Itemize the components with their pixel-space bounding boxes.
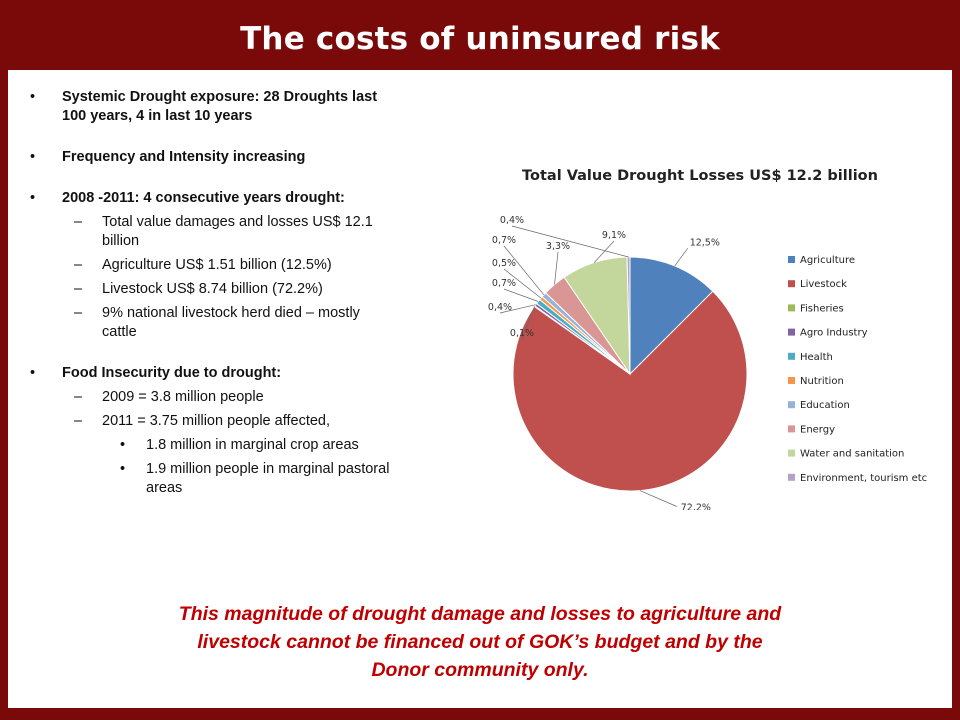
leader-line-agriculture — [674, 248, 688, 267]
chart-legend: Agriculture Livestock Fisheries Agro Indust… — [788, 255, 927, 484]
bullet-exposure-line2: 100 years, 4 in last 10 years — [62, 108, 253, 124]
legend-swatch-health — [788, 352, 795, 360]
subbullet-total: Total value damages and losses US$ 12.1 … — [30, 213, 470, 251]
subsubbullet-pastoral: 1.9 million people in marginal pastoral … — [30, 460, 470, 498]
subbullet-2011: 2011 = 3.75 million people affected, — [30, 412, 470, 431]
pie-slice-livestock — [512, 290, 748, 492]
title-bar: The costs of uninsured risk — [8, 8, 952, 70]
leader-line-energy — [554, 251, 559, 285]
page-title: The costs of uninsured risk — [240, 21, 720, 57]
footer-statement: This magnitude of drought damage and los… — [40, 600, 920, 684]
pie-slices — [512, 256, 748, 492]
legend-swatch-nutrition — [788, 377, 795, 384]
subbullet-livestock: Livestock US$ 8.74 billion (72.2%) — [30, 280, 470, 299]
data-label-education: 0,7% — [492, 235, 516, 246]
legend-item-energy: Energy — [800, 424, 835, 435]
footer-line1: This magnitude of drought damage and los… — [178, 603, 782, 625]
pie-leader-lines — [499, 225, 688, 507]
legend-swatch-livestock — [788, 280, 795, 288]
subbullet-2009: 2009 = 3.8 million people — [30, 388, 470, 407]
legend-item-nutrition: Nutrition — [800, 376, 844, 387]
legend-swatch-environment-tourism-etc — [788, 473, 795, 481]
legend-swatch-energy — [788, 425, 795, 433]
data-label-environment-tourism-etc: 0,4% — [500, 215, 524, 226]
legend-swatch-education — [788, 401, 795, 409]
leader-line-environment-tourism-etc — [511, 225, 629, 258]
leader-line-education — [503, 245, 545, 296]
bullet-exposure-line1: Systemic Drought exposure: 28 Droughts l… — [62, 89, 378, 105]
data-label-agriculture: 12,5% — [690, 237, 720, 248]
leader-line-nutrition — [503, 268, 542, 299]
pie-data-labels: 12,5% 72,2% 0,1% 0,4% 0,7% 0,5% 0,7% 3,3% 9,1% 0,… — [488, 215, 720, 510]
data-label-livestock: 72,2% — [681, 503, 711, 510]
data-label-energy: 3,3% — [546, 241, 570, 252]
data-label-agro-industry: 0,4% — [488, 302, 512, 313]
bullet-frequency: Frequency and Intensity increasing — [30, 148, 470, 167]
legend-item-fisheries: Fisheries — [800, 303, 844, 314]
leader-line-health — [503, 288, 539, 302]
data-label-health: 0,7% — [492, 278, 516, 289]
subbullet-herd-line2: cattle — [102, 324, 137, 340]
subsubbullet-pastoral-line2: areas — [146, 480, 183, 496]
leader-line-fisheries — [521, 306, 535, 340]
data-label-fisheries: 0,1% — [510, 328, 534, 339]
pie-slice-environment-tourism-etc — [626, 256, 631, 375]
legend-item-livestock: Livestock — [800, 279, 847, 290]
chart-title: Total Value Drought Losses US$ 12.2 bill… — [522, 168, 878, 184]
legend-item-water-and-sanitation: Water and sanitation — [800, 449, 904, 460]
legend-item-environment-tourism-etc: Environment, tourism etc — [800, 473, 927, 484]
bullet-exposure: Systemic Drought exposure: 28 Droughts l… — [30, 88, 470, 126]
leader-line-agro-industry — [499, 304, 536, 314]
leader-line-livestock — [639, 490, 677, 507]
subbullet-total-line2: billion — [102, 233, 140, 249]
legend-swatch-water-and-sanitation — [788, 449, 795, 457]
subbullet-total-line1: Total value damages and losses US$ 12.1 — [102, 214, 373, 230]
subsubbullet-pastoral-line1: 1.9 million people in marginal pastoral — [146, 461, 390, 477]
bullet-list: Systemic Drought exposure: 28 Droughts l… — [30, 88, 470, 498]
legend-swatch-agro-industry — [788, 328, 795, 336]
bullet-period: 2008 -2011: 4 consecutive years drought: — [30, 189, 470, 208]
legend-item-agro-industry: Agro Industry — [800, 328, 868, 339]
subsubbullet-crop: 1.8 million in marginal crop areas — [30, 436, 470, 455]
pie-chart: Total Value Drought Losses US$ 12.2 bill… — [488, 168, 927, 510]
pie-slice-agriculture — [629, 256, 714, 376]
data-label-nutrition: 0,5% — [492, 258, 516, 269]
legend-item-health: Health — [800, 352, 833, 363]
leader-line-water-and-sanitation — [593, 240, 615, 263]
footer-line2: livestock cannot be financed out of GOK’… — [197, 631, 763, 653]
footer-line3: Donor community only. — [371, 659, 589, 681]
legend-swatch-agriculture — [788, 256, 795, 263]
bullet-food: Food Insecurity due to drought: — [30, 364, 470, 383]
subbullet-agriculture: Agriculture US$ 1.51 billion (12.5%) — [30, 256, 470, 275]
data-label-water-and-sanitation: 9,1% — [602, 230, 626, 241]
subbullet-herd: 9% national livestock herd died – mostly… — [30, 304, 470, 342]
legend-item-agriculture: Agriculture — [800, 255, 855, 266]
legend-swatch-fisheries — [788, 304, 795, 312]
subbullet-herd-line1: 9% national livestock herd died – mostly — [102, 305, 360, 321]
legend-item-education: Education — [800, 400, 850, 411]
